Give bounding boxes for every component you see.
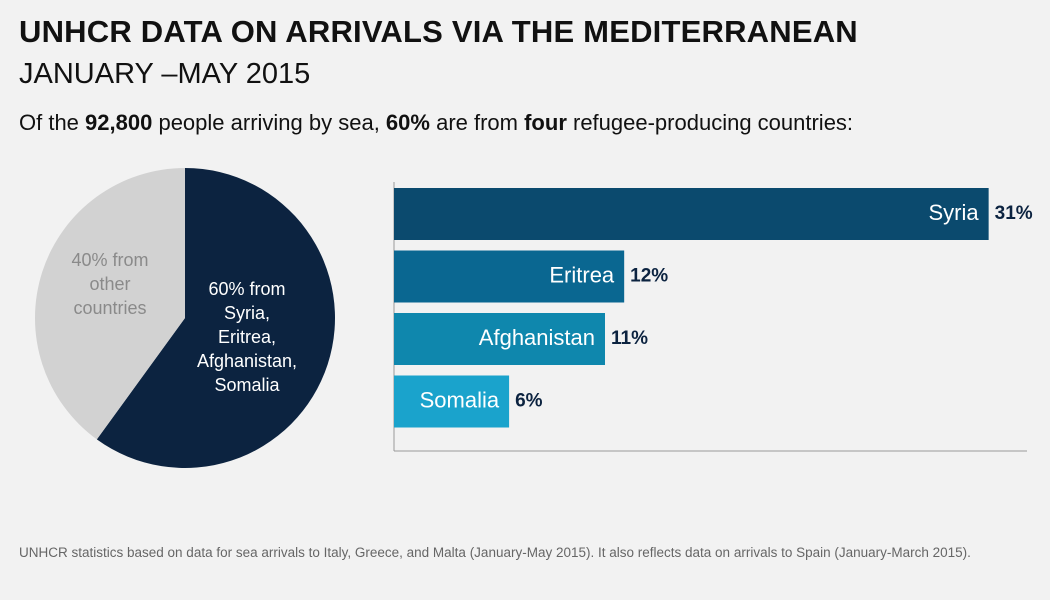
summary-sentence: Of the 92,800 people arriving by sea, 60… xyxy=(19,110,853,136)
summary-middle-1: people arriving by sea, xyxy=(152,110,386,135)
summary-middle-2: are from xyxy=(429,110,525,135)
bar-value-eritrea: 12% xyxy=(630,266,668,287)
bar-afghanistan xyxy=(394,313,605,365)
bar-value-afghanistan: 11% xyxy=(611,328,648,349)
source-note: UNHCR statistics based on data for sea a… xyxy=(19,545,971,560)
summary-count-word: four xyxy=(524,110,567,135)
pie-slice-1 xyxy=(35,168,186,440)
bar-syria xyxy=(394,188,989,240)
bar-label-eritrea: Eritrea xyxy=(549,262,615,287)
chart-subtitle: JANUARY –MAY 2015 xyxy=(19,58,311,90)
pie-slice-0 xyxy=(96,168,335,468)
bar-label-syria: Syria xyxy=(929,200,980,225)
pie-slice-label-1: 40% from other countries xyxy=(71,250,148,318)
bar-eritrea xyxy=(394,250,625,303)
bar-chart: Syria 31% Eritrea 12% Afghanistan 11% Somalia 6… xyxy=(393,182,1033,452)
summary-prefix: Of the xyxy=(19,110,86,135)
bar-value-syria: 31% xyxy=(995,203,1033,224)
bar-somalia xyxy=(394,375,510,428)
bar-label-afghanistan: Afghanistan xyxy=(479,325,595,350)
pie-chart: 60% from Syria, Eritrea, Afghanistan, Somali… xyxy=(35,168,335,468)
summary-suffix: refugee-producing countries: xyxy=(566,110,854,135)
summary-share: 60% xyxy=(385,110,430,135)
bar-value-somalia: 6% xyxy=(515,391,543,412)
chart-title: UNHCR DATA ON ARRIVALS VIA THE MEDITERRA… xyxy=(19,14,858,49)
bar-label-somalia: Somalia xyxy=(420,387,500,412)
pie-slice-label-0: 60% from Syria, Eritrea, Afghanistan, Somali… xyxy=(197,279,297,395)
summary-total: 92,800 xyxy=(85,110,153,135)
